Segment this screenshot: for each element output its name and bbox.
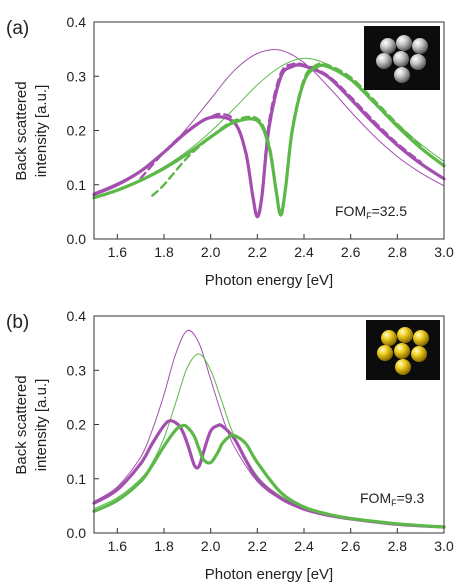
panel-a-y-axis-label: Back scattered intensity [a.u.]	[13, 81, 50, 180]
panel-b-x-tick-label: 3.0	[434, 538, 454, 554]
panel-a-curves	[92, 49, 446, 219]
panel-a-series-5-dashed-line	[151, 62, 422, 214]
panel-a-label: (a)	[6, 18, 29, 39]
panel-b-fom-value: =9.3	[397, 490, 425, 506]
panel-b-x-tick-label: 2.8	[388, 538, 408, 554]
panel-b-curves	[92, 329, 446, 529]
panel-a-ticks: 1.6 1.8 2.0 2.2 2.4 2.6 2.8 3.0 0.0 0.1 0.2 0.3 0.4	[67, 14, 454, 260]
panel-a-x-tick-label: 2.4	[294, 244, 314, 260]
panel-a: 1.6 1.8 2.0 2.2 2.4 2.6 2.8 3.00.00.10.20.30.4 …	[6, 14, 454, 289]
panel-b-y-tick-label: 0.1	[67, 471, 87, 487]
panel-b-x-tick-label: 1.6	[108, 538, 128, 554]
panel-a-x-tick-label: 3.0	[434, 244, 454, 260]
panel-b-y-tick-label: 0.3	[67, 362, 87, 378]
panel-a-x-tick-label: 1.6	[108, 244, 128, 260]
panel-a-fom-subscript: F	[366, 211, 372, 221]
panel-b: 1.6 1.8 2.0 2.2 2.4 2.6 2.8 3.00.00.10.20.30.4 …	[6, 308, 454, 583]
panel-b-label: (b)	[6, 312, 29, 333]
panel-b-y-axis-label: Back scattered intensity [a.u.]	[13, 375, 50, 474]
panel-b-y-tick-label: 0.0	[67, 525, 87, 541]
gold-heptamer-inset	[366, 320, 440, 380]
panel-b-x-tick-label: 2.2	[248, 538, 268, 554]
panel-a-x-tick-label: 2.2	[248, 244, 268, 260]
panel-a-fom-main: FOM	[335, 203, 366, 219]
panel-a-x-tick-label: 2.0	[201, 244, 221, 260]
panel-a-series-4-thick-line	[92, 63, 446, 217]
panel-b-fom-subscript: F	[391, 498, 397, 508]
panel-b-y-axis-label-line2: intensity [a.u.]	[33, 379, 50, 472]
panel-a-x-tick-label: 1.8	[154, 244, 174, 260]
panel-b-series-3-thick-line	[92, 423, 446, 529]
panel-a-y-axis-label-line2: intensity [a.u.]	[33, 85, 50, 178]
panel-b-x-tick-label: 2.6	[341, 538, 361, 554]
panel-b-y-tick-label: 0.2	[67, 417, 87, 433]
panel-a-series-3-dashed-line	[139, 62, 422, 216]
panel-a-x-axis-label: Photon energy [eV]	[205, 272, 333, 289]
panel-a-y-axis-label-line1: Back scattered	[13, 81, 30, 180]
panel-b-x-tick-label: 2.4	[294, 538, 314, 554]
panel-b-x-axis-label: Photon energy [eV]	[205, 566, 333, 583]
panel-a-y-tick-label: 0.0	[67, 231, 87, 247]
panel-b-fom-main: FOM	[360, 490, 391, 506]
panel-a-series-2-thick-line	[92, 63, 446, 219]
panel-b-y-tick-label: 0.4	[67, 308, 87, 324]
panel-a-x-tick-label: 2.6	[341, 244, 361, 260]
panel-b-ticks: 1.6 1.8 2.0 2.2 2.4 2.6 2.8 3.0 0.0 0.1 0.2 0.3 0.4	[67, 308, 454, 554]
panel-b-x-tick-label: 2.0	[201, 538, 221, 554]
panel-a-x-tick-label: 2.8	[388, 244, 408, 260]
panel-b-x-tick-label: 1.8	[154, 538, 174, 554]
panel-a-y-tick-label: 0.1	[67, 177, 87, 193]
silver-heptamer-inset	[364, 26, 440, 90]
panel-a-y-tick-label: 0.4	[67, 14, 87, 30]
panel-a-y-tick-label: 0.3	[67, 68, 87, 84]
panel-a-y-tick-label: 0.2	[67, 123, 87, 139]
panel-b-fom-annotation: FOMF=9.3	[360, 490, 424, 508]
panel-a-fom-value: =32.5	[372, 203, 408, 219]
panel-a-fom-annotation: FOMF=32.5	[335, 203, 407, 221]
panel-b-y-axis-label-line1: Back scattered	[13, 375, 30, 474]
